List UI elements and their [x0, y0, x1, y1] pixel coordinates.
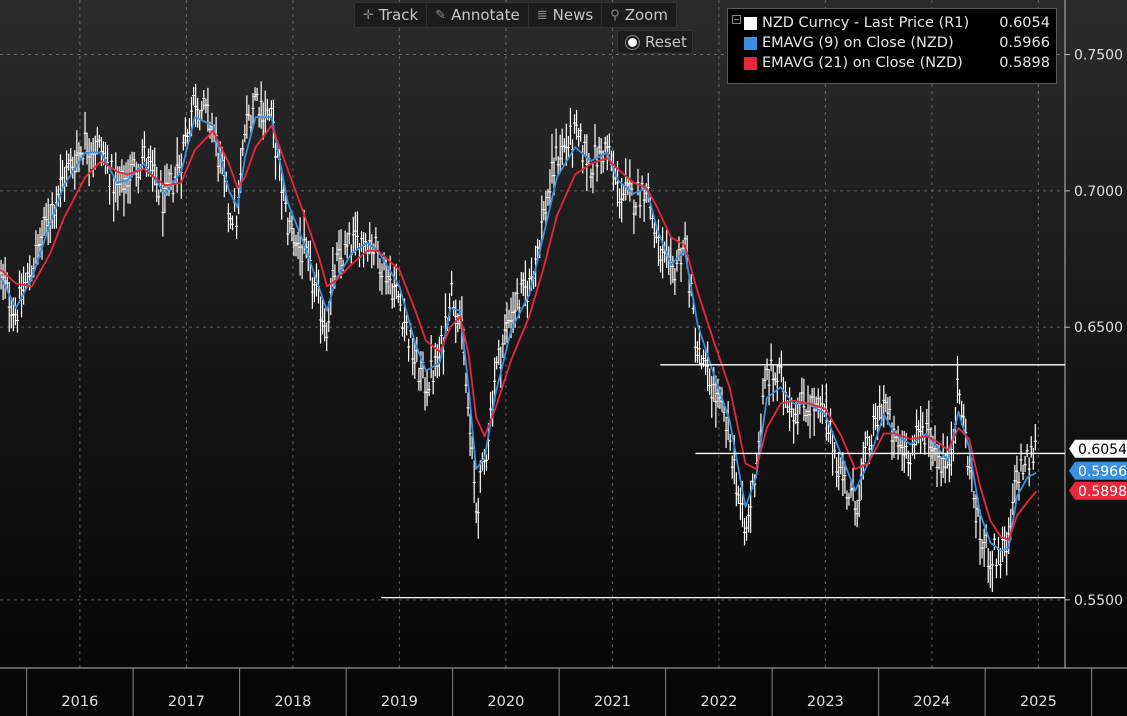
legend-label: EMAVG (9) on Close (NZD): [762, 35, 954, 51]
last-value-text: 0.5898: [1078, 484, 1127, 500]
x-tick-label: 2025: [1020, 694, 1057, 710]
legend-entry-ema-9[interactable]: EMAVG (9) on Close (NZD) 0.5966: [736, 33, 1050, 53]
last-value-tag: [1069, 439, 1127, 458]
zoom-button[interactable]: ⚲ Zoom: [602, 3, 676, 27]
y-tick-label: 0.5500: [1074, 593, 1123, 609]
legend-swatch-last-price: [744, 16, 757, 30]
annotate-label: Annotate: [451, 6, 520, 24]
legend-swatch-ema-9: [744, 36, 757, 50]
last-value-label: 0.5966: [1069, 461, 1127, 480]
legend-value: 0.6054: [999, 15, 1050, 31]
last-value-label: 0.6054: [1069, 439, 1127, 458]
x-tick-label: 2023: [807, 694, 844, 710]
x-tick-label: 2018: [274, 694, 311, 710]
crosshair-icon: ✛: [363, 7, 374, 23]
last-value-text: 0.6054: [1078, 442, 1127, 458]
last-value-label: 0.5898: [1069, 481, 1127, 500]
legend-label: NZD Curncy - Last Price (R1): [762, 15, 970, 31]
ema-9-line: [0, 116, 1037, 552]
pencil-icon: ✎: [435, 7, 447, 23]
track-label: Track: [378, 6, 419, 24]
legend-value: 0.5898: [999, 55, 1050, 71]
zoom-label: Zoom: [624, 6, 668, 24]
track-button[interactable]: ✛ Track: [355, 3, 428, 27]
annotate-button[interactable]: ✎ Annotate: [427, 3, 529, 27]
news-icon: ≣: [536, 7, 548, 23]
x-tick-label: 2017: [168, 694, 205, 710]
x-tick-label: 2022: [700, 694, 737, 710]
price-bars: [0, 81, 1037, 593]
reset-label: Reset: [645, 33, 687, 51]
reset-icon: [628, 37, 637, 47]
y-tick-label: 0.7000: [1074, 184, 1123, 200]
x-tick-label: 2024: [913, 694, 950, 710]
legend-collapse-icon[interactable]: −: [732, 15, 741, 24]
x-tick-label: 2019: [381, 694, 418, 710]
news-label: News: [552, 6, 594, 24]
chart-toolbar: ✛ Track ✎ Annotate ≣ News ⚲ Zoom: [354, 2, 677, 28]
magnifier-icon: ⚲: [610, 7, 620, 23]
last-value-tag: [1069, 461, 1127, 480]
x-tick-label: 2016: [61, 694, 98, 710]
legend-entry-ema-21[interactable]: EMAVG (21) on Close (NZD) 0.5898: [736, 53, 1050, 73]
x-tick-label: 2020: [487, 694, 524, 710]
legend-label: EMAVG (21) on Close (NZD): [762, 55, 963, 71]
legend-swatch-ema-21: [744, 56, 757, 70]
chart-legend: − NZD Curncy - Last Price (R1) 0.6054 EM…: [727, 8, 1057, 84]
y-tick-label: 0.7500: [1074, 48, 1123, 64]
ema-21-line: [0, 124, 1037, 541]
legend-value: 0.5966: [999, 35, 1050, 51]
last-value-text: 0.5966: [1078, 464, 1127, 480]
x-tick-label: 2021: [594, 694, 631, 710]
y-tick-label: 0.6500: [1074, 320, 1123, 336]
news-button[interactable]: ≣ News: [529, 3, 603, 27]
legend-entry-last-price[interactable]: NZD Curncy - Last Price (R1) 0.6054: [736, 13, 1050, 33]
reset-button[interactable]: Reset: [617, 30, 693, 54]
last-value-tag: [1069, 481, 1127, 500]
